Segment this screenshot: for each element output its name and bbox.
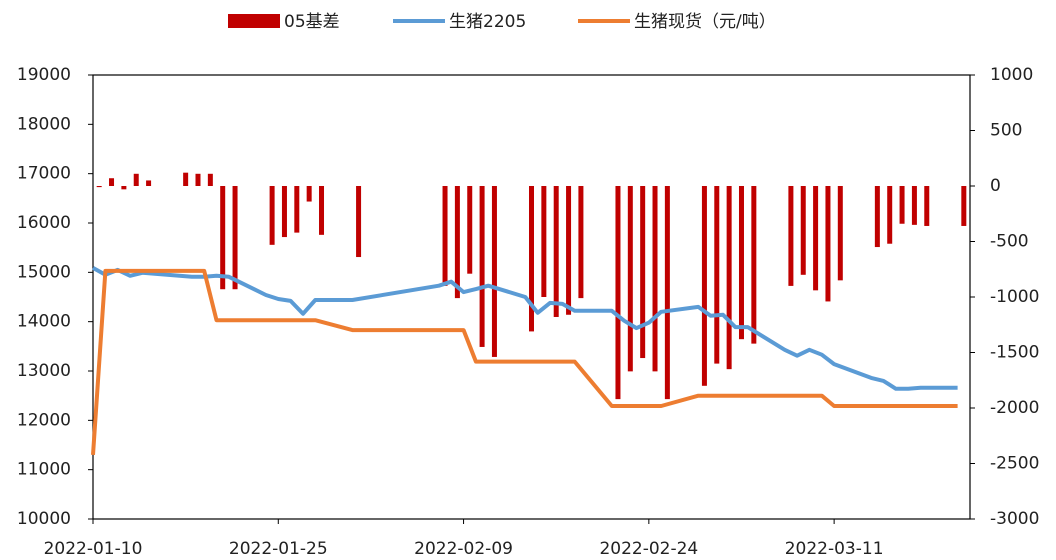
bar <box>121 186 127 190</box>
bar <box>874 186 880 248</box>
bar <box>306 186 312 202</box>
bar <box>454 186 460 299</box>
legend-label: 生猪2205 <box>449 12 526 32</box>
x-tick-label: 2022-01-25 <box>229 539 328 559</box>
bar <box>961 186 967 226</box>
y-tick-label: 10000 <box>17 509 71 529</box>
y2-tick-label: 0 <box>990 176 1001 196</box>
bar <box>146 180 152 186</box>
bar <box>578 186 584 299</box>
y-tick-label: 15000 <box>17 262 71 282</box>
bar <box>640 186 646 359</box>
bar <box>738 186 744 340</box>
bar <box>751 186 757 344</box>
bar <box>566 186 572 315</box>
bar <box>701 186 707 386</box>
bar <box>541 186 547 297</box>
y-tick-label: 19000 <box>17 65 71 85</box>
y-tick-label: 14000 <box>17 312 71 332</box>
bar <box>207 173 213 186</box>
bar <box>825 186 831 302</box>
y-tick-label: 12000 <box>17 410 71 430</box>
bar <box>911 186 917 225</box>
legend-swatch <box>228 14 280 28</box>
y-tick-label: 17000 <box>17 164 71 184</box>
bar <box>269 186 275 245</box>
bar <box>356 186 362 258</box>
bar <box>627 186 633 372</box>
bar <box>553 186 559 317</box>
y2-tick-label: -3000 <box>990 509 1039 529</box>
y-tick-label: 11000 <box>17 460 71 480</box>
x-tick-label: 2022-01-10 <box>44 539 143 559</box>
y2-tick-label: -500 <box>990 232 1029 252</box>
y2-tick-label: 500 <box>990 121 1022 141</box>
x-tick-label: 2022-02-09 <box>414 539 513 559</box>
line <box>92 266 958 391</box>
bar <box>133 173 139 186</box>
bar <box>220 186 226 290</box>
y2-tick-label: 1000 <box>990 65 1033 85</box>
x-tick-label: 2022-03-11 <box>785 539 884 559</box>
bar <box>813 186 819 291</box>
y2-tick-label: -1000 <box>990 287 1039 307</box>
bar <box>788 186 794 286</box>
bar <box>183 172 189 186</box>
bar <box>467 186 473 274</box>
bar <box>529 186 534 332</box>
bar <box>109 178 115 186</box>
bar <box>281 186 287 238</box>
y-tick-label: 16000 <box>17 213 71 233</box>
bar <box>664 186 670 400</box>
legend-label: 生猪现货（元/吨） <box>634 12 776 32</box>
bar <box>924 186 930 226</box>
bar <box>319 186 325 235</box>
bar <box>615 186 621 400</box>
y-tick-label: 18000 <box>17 114 71 134</box>
bar <box>96 186 102 188</box>
bar <box>232 186 238 290</box>
y-tick-label: 13000 <box>17 361 71 381</box>
bar <box>899 186 905 224</box>
bar <box>837 186 843 281</box>
bar <box>726 186 732 370</box>
bar <box>479 186 485 347</box>
bar <box>294 186 300 233</box>
legend-label: 05基差 <box>284 12 340 32</box>
y2-tick-label: -2000 <box>990 398 1039 418</box>
bar <box>442 186 448 286</box>
bar <box>887 186 893 244</box>
line <box>91 268 958 456</box>
x-tick-label: 2022-02-24 <box>599 539 698 559</box>
bar <box>652 186 658 372</box>
bar <box>491 186 497 357</box>
y2-tick-label: -1500 <box>990 343 1039 363</box>
bar <box>195 173 201 186</box>
bar <box>714 186 720 364</box>
y2-tick-label: -2500 <box>990 454 1039 474</box>
bar <box>800 186 806 275</box>
